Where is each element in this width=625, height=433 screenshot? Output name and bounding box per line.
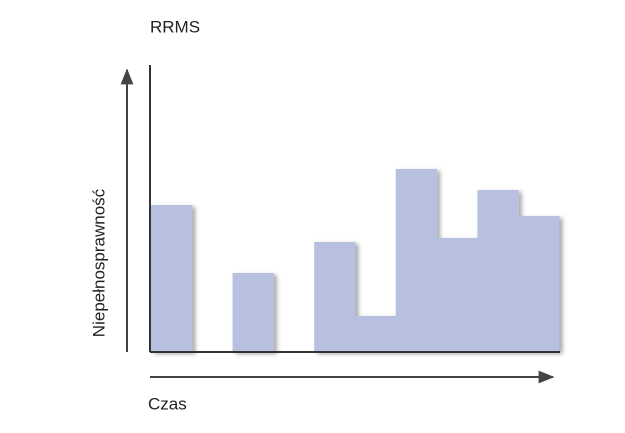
bar	[395, 169, 438, 352]
x-axis-label: Czas	[148, 394, 187, 413]
bar	[355, 316, 397, 352]
bars	[151, 169, 560, 352]
bar	[151, 205, 193, 352]
bar	[477, 190, 519, 352]
bar	[518, 216, 560, 352]
y-axis-label: Niepełnosprawność	[89, 188, 108, 337]
bar	[436, 238, 478, 352]
bar	[232, 273, 274, 352]
bar	[314, 242, 356, 352]
chart-title: RRMS	[150, 17, 200, 36]
